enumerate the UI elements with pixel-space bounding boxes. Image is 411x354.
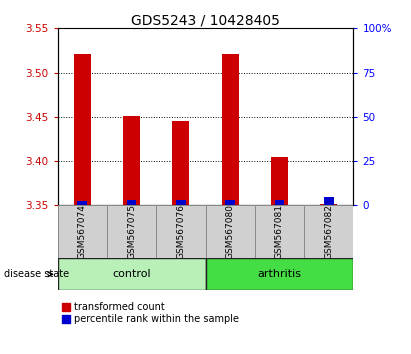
Bar [58, 258, 206, 290]
Text: GSM567081: GSM567081 [275, 204, 284, 259]
Bar [156, 205, 206, 258]
Bar [320, 204, 337, 205]
Bar [74, 54, 91, 205]
Text: GSM567082: GSM567082 [324, 204, 333, 259]
Legend: transformed count, percentile rank within the sample: transformed count, percentile rank withi… [62, 302, 239, 324]
Bar [275, 200, 284, 205]
Bar [222, 54, 239, 205]
Text: arthritis: arthritis [257, 269, 302, 279]
Text: GSM567075: GSM567075 [127, 204, 136, 259]
Bar [176, 200, 186, 205]
Bar [255, 205, 304, 258]
Text: GSM567076: GSM567076 [176, 204, 185, 259]
Bar [58, 205, 107, 258]
Bar [77, 201, 87, 205]
Title: GDS5243 / 10428405: GDS5243 / 10428405 [131, 13, 280, 27]
Bar [123, 116, 140, 205]
Bar [127, 200, 136, 205]
Bar [271, 157, 288, 205]
Text: disease state: disease state [4, 269, 69, 279]
Bar [172, 121, 189, 205]
Bar [324, 198, 334, 205]
Text: GSM567074: GSM567074 [78, 204, 87, 259]
Bar [206, 205, 255, 258]
Bar [225, 200, 235, 205]
Bar [206, 258, 353, 290]
Text: control: control [112, 269, 151, 279]
Bar [107, 205, 156, 258]
Text: GSM567080: GSM567080 [226, 204, 235, 259]
Bar [304, 205, 353, 258]
